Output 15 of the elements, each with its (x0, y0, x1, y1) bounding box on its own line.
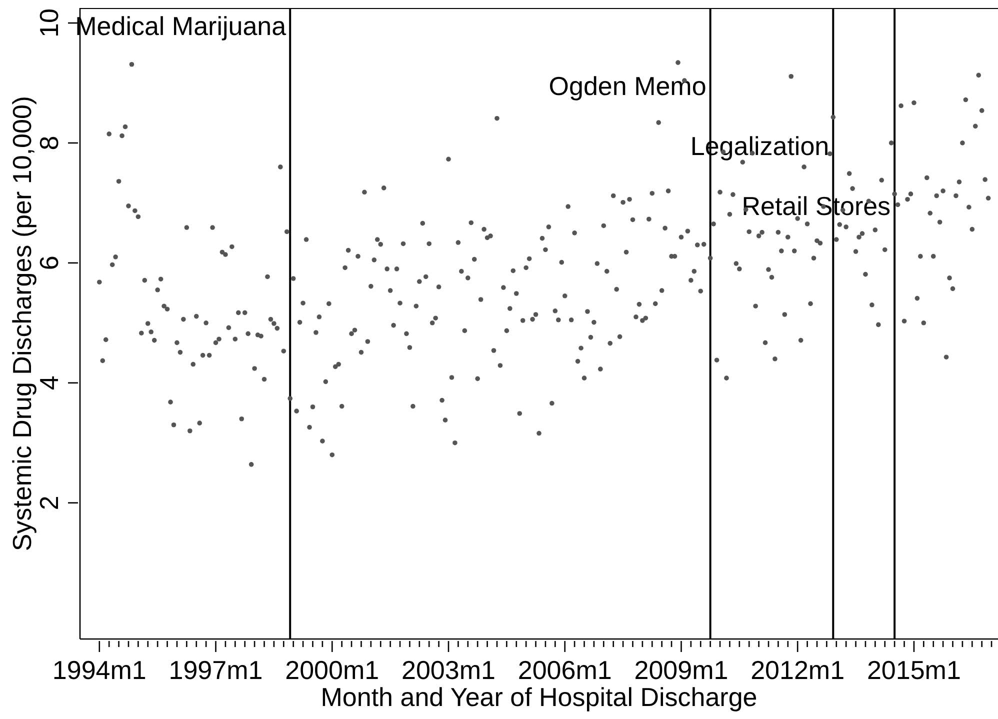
x-tick-label: 2009m1 (634, 655, 728, 685)
x-tick-label: 2015m1 (866, 655, 961, 685)
x-tick-label: 1994m1 (52, 655, 146, 685)
x-axis-title: Month and Year of Hospital Discharge (320, 682, 758, 712)
y-tick-label: 8 (34, 136, 64, 150)
x-tick-label: 2012m1 (750, 655, 845, 685)
y-tick-label: 6 (34, 256, 64, 270)
x-tick-label: 2000m1 (285, 655, 380, 685)
x-tick-label: 2003m1 (402, 655, 496, 685)
y-axis-title: Systemic Drug Discharges (per 10,000) (7, 96, 37, 552)
x-tick-label: 1997m1 (168, 655, 263, 685)
x-tick-label: 2006m1 (518, 655, 612, 685)
y-tick-label: 2 (34, 496, 64, 510)
y-tick-label: 10 (34, 8, 64, 38)
ref-line-label: Ogden Memo (548, 71, 706, 101)
